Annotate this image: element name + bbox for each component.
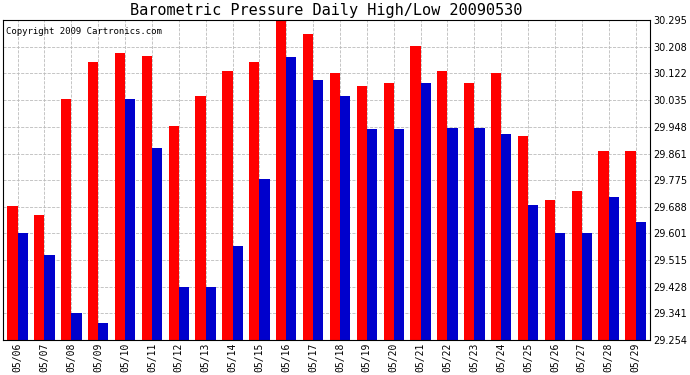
Bar: [141, 56, 152, 340]
Bar: [598, 151, 609, 340]
Bar: [411, 46, 421, 340]
Bar: [71, 314, 81, 340]
Bar: [394, 129, 404, 340]
Bar: [222, 71, 233, 340]
Bar: [61, 99, 71, 340]
Bar: [474, 128, 484, 340]
Bar: [303, 34, 313, 340]
Text: Copyright 2009 Cartronics.com: Copyright 2009 Cartronics.com: [6, 27, 162, 36]
Bar: [179, 286, 189, 340]
Bar: [609, 197, 619, 340]
Title: Barometric Pressure Daily High/Low 20090530: Barometric Pressure Daily High/Low 20090…: [130, 3, 523, 18]
Bar: [259, 178, 270, 340]
Bar: [367, 129, 377, 340]
Bar: [34, 215, 44, 340]
Bar: [635, 222, 646, 340]
Bar: [233, 246, 243, 340]
Bar: [340, 96, 351, 340]
Bar: [152, 148, 162, 340]
Bar: [17, 234, 28, 340]
Bar: [357, 86, 367, 340]
Bar: [330, 74, 340, 340]
Bar: [625, 151, 635, 340]
Bar: [286, 57, 297, 340]
Bar: [518, 135, 528, 340]
Bar: [555, 234, 565, 340]
Bar: [195, 96, 206, 340]
Bar: [168, 126, 179, 340]
Bar: [437, 71, 447, 340]
Bar: [313, 80, 324, 340]
Bar: [491, 74, 501, 340]
Bar: [98, 323, 108, 340]
Bar: [115, 53, 125, 340]
Bar: [571, 191, 582, 340]
Bar: [421, 83, 431, 340]
Bar: [464, 83, 474, 340]
Bar: [582, 234, 592, 340]
Bar: [276, 20, 286, 340]
Bar: [125, 99, 135, 340]
Bar: [528, 205, 538, 340]
Bar: [544, 200, 555, 340]
Bar: [44, 255, 55, 340]
Bar: [249, 62, 259, 340]
Bar: [384, 83, 394, 340]
Bar: [447, 128, 457, 340]
Bar: [206, 286, 216, 340]
Bar: [88, 62, 98, 340]
Bar: [501, 134, 511, 340]
Bar: [8, 206, 17, 340]
